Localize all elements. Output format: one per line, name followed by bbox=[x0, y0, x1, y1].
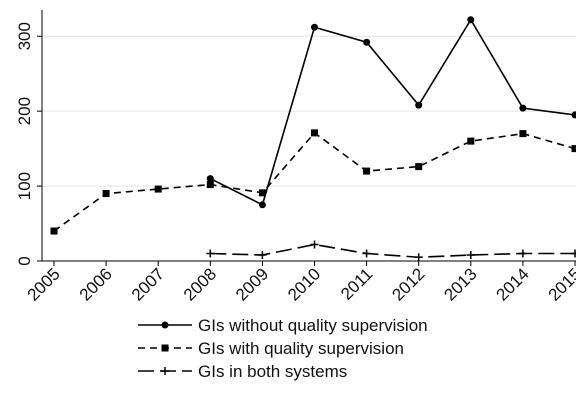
point bbox=[467, 16, 475, 24]
point bbox=[50, 227, 58, 235]
x-tick-label: 2013 bbox=[440, 264, 480, 304]
point bbox=[258, 251, 267, 260]
x-tick-label: 2007 bbox=[128, 264, 168, 304]
x-tick-label: 2014 bbox=[493, 264, 533, 304]
y-tick-label: 300 bbox=[15, 22, 34, 50]
series-line bbox=[209, 18, 576, 206]
point bbox=[154, 185, 162, 193]
point bbox=[206, 249, 215, 258]
x-tick-label: 2015 bbox=[545, 264, 576, 304]
legend-label: GIs with quality supervision bbox=[198, 339, 404, 358]
point bbox=[258, 189, 266, 197]
point bbox=[258, 201, 266, 209]
point bbox=[206, 181, 214, 189]
point bbox=[102, 190, 110, 198]
legend-marker bbox=[161, 344, 169, 352]
point bbox=[311, 23, 318, 31]
point bbox=[571, 249, 576, 258]
point bbox=[571, 111, 576, 119]
series-line bbox=[210, 243, 575, 259]
point bbox=[363, 167, 371, 175]
series-line bbox=[53, 131, 576, 232]
legend-label: GIs without quality supervision bbox=[198, 316, 428, 335]
legend-marker bbox=[161, 321, 169, 329]
point bbox=[519, 104, 527, 112]
point bbox=[415, 101, 423, 109]
x-tick-label: 2006 bbox=[76, 264, 116, 304]
point bbox=[206, 175, 214, 183]
x-tick-label: 2012 bbox=[388, 264, 428, 304]
legend-marker bbox=[161, 367, 169, 375]
x-tick-label: 2011 bbox=[337, 264, 376, 303]
point bbox=[362, 249, 371, 258]
point bbox=[518, 249, 527, 258]
point bbox=[466, 251, 475, 260]
x-tick-label: 2005 bbox=[24, 264, 64, 304]
point bbox=[414, 253, 423, 262]
y-tick-label: 100 bbox=[15, 172, 34, 200]
point bbox=[571, 145, 576, 153]
y-tick-label: 0 bbox=[15, 256, 34, 265]
y-tick-label: 200 bbox=[15, 97, 34, 125]
point bbox=[363, 38, 371, 46]
point bbox=[467, 137, 475, 145]
x-tick-label: 2009 bbox=[232, 264, 272, 304]
point bbox=[310, 240, 319, 249]
x-tick-label: 2008 bbox=[180, 264, 220, 304]
point bbox=[311, 129, 318, 137]
point bbox=[415, 163, 423, 171]
x-tick-label: 2010 bbox=[284, 264, 324, 304]
legend-label: GIs in both systems bbox=[198, 362, 347, 381]
point bbox=[519, 130, 527, 138]
